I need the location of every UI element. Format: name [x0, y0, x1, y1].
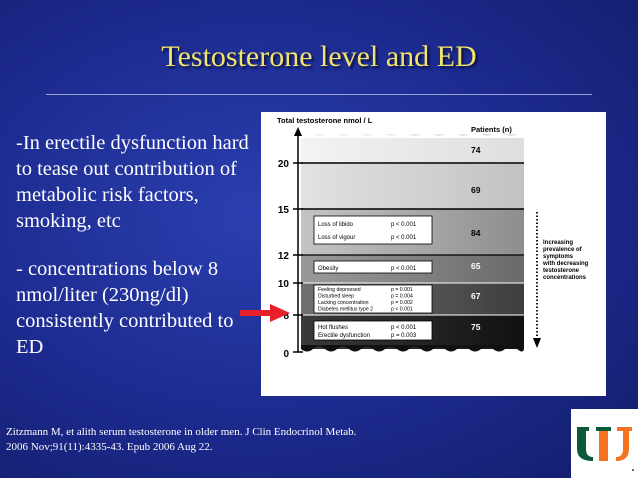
- p-value: p = 0.004: [391, 294, 413, 300]
- wavy-bottom-edge: [301, 345, 524, 352]
- symptom-label: Loss of libido: [318, 222, 354, 228]
- tick-label: 8: [283, 311, 289, 322]
- patient-count: 74: [471, 145, 481, 155]
- patient-count: 65: [471, 261, 481, 271]
- patient-count: 67: [471, 291, 481, 301]
- symptom-box-mood-metabolic: Feeling depressed p = 0.001 Disturbed sl…: [313, 284, 433, 314]
- p-value: p < 0.001: [391, 325, 417, 331]
- symptom-label: Disturbed sleep: [318, 294, 354, 300]
- symptom-box-libido-vigour: Loss of libido p < 0.001 Loss of vigour …: [313, 215, 433, 245]
- patient-count: 75: [471, 322, 481, 332]
- citation-line: 2006 Nov;91(11):4335-43. Epub 2006 Aug 2…: [6, 441, 213, 453]
- symptom-box-obesity: Obesity p < 0.001: [313, 260, 433, 274]
- red-pointer-arrow-icon: [240, 304, 290, 322]
- trend-note: Increasing prevalence of symptoms with d…: [542, 240, 589, 281]
- trend-note-line: prevalence of: [543, 247, 583, 253]
- symptom-box-flushes-ed: Hot flushes p < 0.001 Erectile dysfuncti…: [313, 320, 433, 341]
- symptom-label: Obesity: [318, 266, 338, 272]
- tick-label: 12: [278, 251, 290, 262]
- trend-note-line: testosterone: [543, 268, 580, 274]
- p-value: p = 0.002: [391, 300, 413, 306]
- trend-note-line: with decreasing: [542, 261, 589, 267]
- symptom-label: Erectile dysfunction: [318, 333, 370, 339]
- symptom-label: Loss of vigour: [318, 235, 355, 241]
- symptom-label: Hot flushes: [318, 325, 348, 331]
- patient-count: 69: [471, 185, 481, 195]
- university-logo: [571, 409, 638, 478]
- p-value: p < 0.001: [391, 307, 413, 313]
- axis-title: Total testosterone nmol / L: [277, 116, 373, 125]
- symptom-label: Diabetes mellitus type 2: [318, 307, 373, 313]
- p-value: p < 0.001: [391, 222, 417, 228]
- y-axis-arrow-icon: [294, 127, 302, 136]
- citation-line: Zitzmann M, et alith serum testosterone …: [6, 426, 357, 438]
- p-value: p = 0.003: [391, 333, 417, 339]
- wavy-top-edge: [301, 132, 524, 138]
- trend-note-line: symptoms: [543, 254, 574, 260]
- symptom-label: Feeling depressed: [318, 287, 361, 293]
- band-above-20: [301, 134, 524, 163]
- trend-arrow-icon: [533, 338, 541, 348]
- symptom-label: Lacking concentration: [318, 300, 369, 306]
- patients-header: Patients (n): [471, 125, 512, 134]
- trend-note-line: Increasing: [543, 240, 573, 246]
- tick-label: 15: [278, 205, 290, 216]
- p-value: p < 0.001: [391, 235, 417, 241]
- bullet-item: -In erectile dysfunction hard to tease o…: [16, 132, 249, 232]
- title-divider: [46, 94, 592, 95]
- tick-label: 20: [278, 159, 290, 170]
- citation: Zitzmann M, et alith serum testosterone …: [6, 425, 566, 455]
- band-15-20: [301, 163, 524, 209]
- bullet-list: -In erectile dysfunction hard to tease o…: [16, 130, 252, 382]
- patient-count: 84: [471, 228, 481, 238]
- figure-svg: Total testosterone nmol / L Patients (n): [277, 116, 589, 360]
- testosterone-figure: Total testosterone nmol / L Patients (n): [261, 112, 606, 396]
- bullet-item: - concentrations below 8 nmol/liter (230…: [16, 258, 234, 358]
- p-value: p < 0.001: [391, 266, 417, 272]
- u-logo-icon: [577, 427, 634, 471]
- tick-label: 10: [278, 279, 290, 290]
- p-value: p = 0.001: [391, 287, 413, 293]
- slide-title: Testosterone level and ED: [161, 40, 477, 73]
- trend-note-line: concentrations: [543, 275, 587, 281]
- tick-label: 0: [283, 349, 289, 360]
